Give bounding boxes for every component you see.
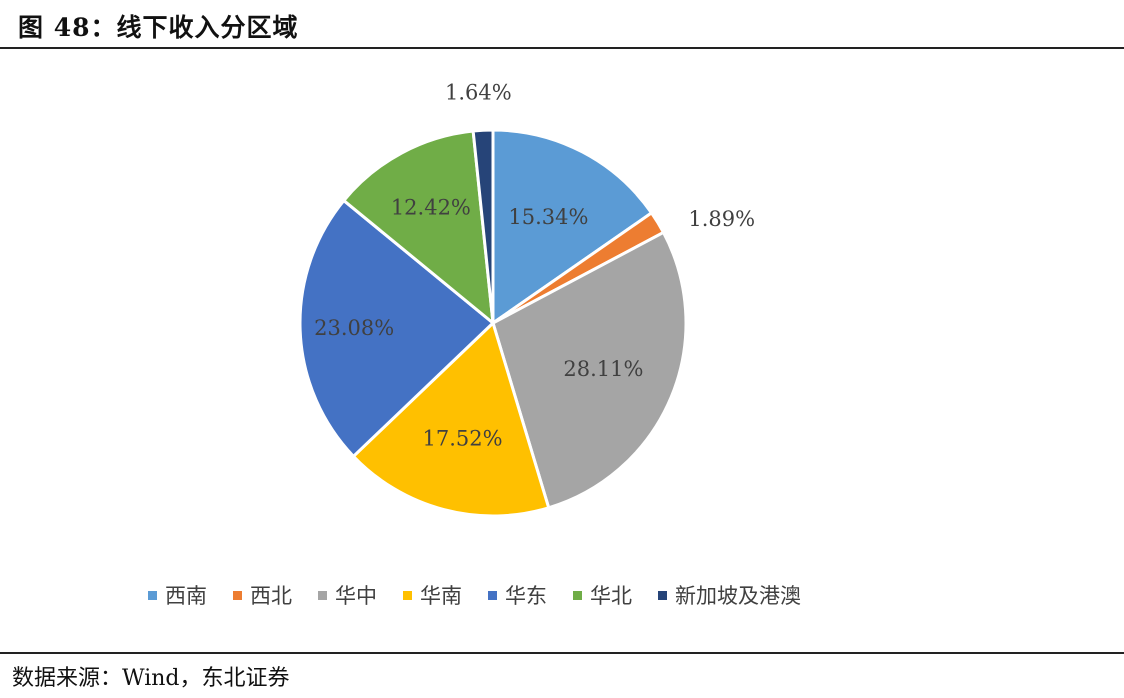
slice-label-2: 28.11% — [563, 357, 643, 381]
legend-item-1: 西北 — [233, 580, 292, 610]
slice-label-0: 15.34% — [508, 205, 588, 229]
source-note: 数据来源：Wind，东北证券 — [12, 666, 290, 691]
legend-item-4: 华东 — [488, 580, 547, 610]
legend-swatch-6 — [658, 590, 667, 600]
legend-label-1: 西北 — [250, 584, 292, 608]
pie-slice-5 — [342, 129, 495, 325]
legend-swatch-5 — [573, 590, 582, 600]
legend-swatch-3 — [403, 590, 412, 600]
pie-chart: 15.34% 1.89% 28.11% 17.52% 23.08% 12.42% 1.64% — [298, 80, 755, 518]
pie-labels: 15.34% 1.89% 28.11% 17.52% 23.08% 12.42% 1.64% — [314, 80, 755, 450]
legend-label-2: 华中 — [335, 584, 377, 608]
legend-label-5: 华北 — [590, 584, 632, 608]
pie-slice-2 — [491, 230, 688, 510]
slice-label-6: 1.64% — [445, 80, 512, 104]
slice-label-5: 12.42% — [391, 195, 471, 219]
pie-slice-6 — [471, 128, 495, 325]
legend-swatch-4 — [488, 590, 497, 600]
legend-item-5: 华北 — [573, 580, 632, 610]
legend-item-3: 华南 — [403, 580, 462, 610]
legend-label-3: 华南 — [420, 584, 462, 608]
legend-item-0: 西南 — [148, 580, 207, 610]
chart-legend: 西南 西北 华中 华南 华东 华北 新加坡及港澳 — [148, 580, 827, 610]
pie-slice-0 — [491, 128, 654, 325]
footer-divider — [0, 652, 1124, 654]
legend-label-4: 华东 — [505, 584, 547, 608]
legend-swatch-0 — [148, 590, 157, 600]
legend-label-0: 西南 — [165, 584, 207, 608]
title-divider — [0, 47, 1124, 49]
legend-label-6: 新加坡及港澳 — [675, 584, 801, 608]
legend-swatch-2 — [318, 590, 327, 600]
legend-swatch-1 — [233, 590, 242, 600]
legend-item-2: 华中 — [318, 580, 377, 610]
pie-slice-4 — [298, 199, 495, 458]
pie-slice-3 — [351, 321, 551, 518]
pie-slices — [298, 128, 688, 518]
slice-label-4: 23.08% — [314, 316, 394, 340]
slice-label-1: 1.89% — [688, 207, 755, 231]
figure-title: 图 48：线下收入分区域 — [18, 13, 299, 42]
legend-item-6: 新加坡及港澳 — [658, 580, 801, 610]
slice-label-3: 17.52% — [422, 427, 502, 451]
